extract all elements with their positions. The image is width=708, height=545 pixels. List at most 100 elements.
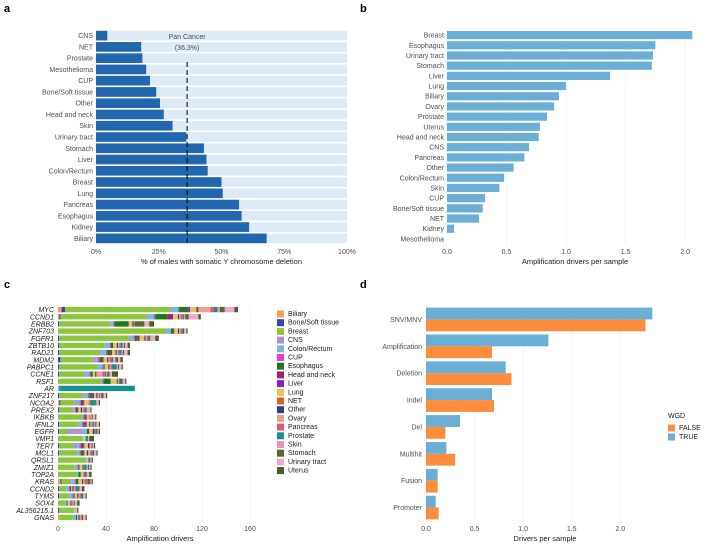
legend-swatch <box>277 449 284 457</box>
segment-ccnd2-colon-rectum <box>66 486 69 492</box>
segment-ccne1-bone-soft-tissue <box>58 371 60 377</box>
segment-kras-esophagus <box>76 478 79 485</box>
segment-rsf1-urinary-tract <box>122 378 126 384</box>
segment-zbtb10-prostate <box>120 342 123 349</box>
bar-urinary-tract <box>447 51 653 60</box>
segment-ccnd2-cup <box>68 486 70 492</box>
segment-ccnd2-bone-soft-tissue <box>58 486 60 492</box>
segment-egfr-colon-rectum <box>82 428 87 435</box>
segment-myc-esophagus <box>179 306 188 313</box>
legend-label: Ovary <box>288 415 307 422</box>
segment-tert-uterus <box>94 443 96 449</box>
category-label: Skin <box>79 123 93 130</box>
segment-ifnl2-other <box>89 421 91 427</box>
segment-zbtb10-urinary-tract <box>125 342 128 349</box>
bar-urinary-tract <box>96 132 187 142</box>
gene-label: CCND1 <box>30 314 54 321</box>
segment-mdm2-lung <box>103 357 108 363</box>
bar-other <box>96 98 161 109</box>
category-label: Esophagus <box>409 43 445 50</box>
segment-ccnd1-bone-soft-tissue <box>59 314 61 320</box>
panel-label-c: c <box>4 279 10 291</box>
segment-sox4-uterus <box>77 500 80 506</box>
segment-ccnd2-stomach <box>78 486 80 492</box>
segment-kras-cns <box>70 478 72 485</box>
legend-swatch <box>277 406 284 414</box>
segment-zbtb10-esophagus <box>110 342 114 349</box>
legend-swatch <box>277 371 284 379</box>
segment-kras-breast <box>61 478 70 485</box>
bar-uterus <box>447 122 540 131</box>
category-label: Bone/Soft tissue <box>42 89 93 96</box>
tick-label: 75% <box>277 249 291 256</box>
segment-mdm2-cup <box>97 357 100 363</box>
gene-label: RAD21 <box>31 350 54 357</box>
segment-prex2-bone-soft-tissue <box>58 407 60 413</box>
segment-ncoa2-esophagus <box>80 400 82 406</box>
segment-ncoa2-prostate <box>90 400 96 406</box>
segment-ccne1-other <box>95 371 97 377</box>
segment-top2a-pancreas <box>83 471 85 478</box>
segment-ikbkb-breast <box>58 414 82 420</box>
category-label: CUP <box>429 196 444 203</box>
legend-label: NET <box>288 398 303 405</box>
segment-zbtb10-bone-soft-tissue <box>58 342 60 349</box>
segment-sox4-prostate <box>71 500 73 506</box>
bar-stomach <box>447 61 652 70</box>
segment-al356215-1-lung <box>74 507 76 513</box>
gene-label: NCOA2 <box>30 400 54 407</box>
category-label: Lung <box>428 84 444 91</box>
segment-egfr-lung <box>89 428 93 435</box>
segment-erbb2-colon-rectum <box>110 321 114 327</box>
gene-label: IFNL2 <box>35 422 54 429</box>
gene-label: QRSL1 <box>31 458 54 465</box>
segment-mdm2-esophagus <box>100 357 103 363</box>
bar-deletion-true <box>426 361 506 374</box>
panel-c-chart: 0 40 80 120 160 MYCCCND1ERBB2ZNF703FGFR1ZBTB1… <box>15 306 339 543</box>
segment-rsf1-prostate <box>116 378 118 384</box>
category-label: SNV/MNV <box>390 317 422 324</box>
segment-sox4-ovary <box>68 500 70 506</box>
segment-mdm2-bone-soft-tissue <box>58 357 61 363</box>
segment-ccnd1-cns <box>146 314 148 320</box>
segment-fgfr1-cup <box>133 335 135 341</box>
segment-ifnl2-bone-soft-tissue <box>58 421 60 427</box>
segment-gnas-pancreas <box>80 514 82 521</box>
segment-tert-head-and-neck <box>82 443 84 449</box>
segment-mdm2-other <box>107 357 109 363</box>
segment-rad21-urinary-tract <box>124 349 128 356</box>
bar-amplification-false <box>426 346 493 359</box>
segment-mcl1-breast <box>59 450 78 456</box>
segment-ccne1-colon-rectum <box>85 371 90 377</box>
bar-breast <box>447 31 693 40</box>
segment-znf217-stomach <box>101 392 104 399</box>
legend-label: Urinary tract <box>288 459 326 466</box>
segment-tert-bone-soft-tissue <box>58 443 60 449</box>
segment-znf217-pancreas <box>98 392 100 399</box>
segment-fgfr1-breast <box>59 335 129 341</box>
segment-tert-skin <box>90 443 92 449</box>
background-bar <box>96 165 347 176</box>
bar-deletion-false <box>426 373 512 386</box>
legend-label: Breast <box>288 328 308 335</box>
segment-rsf1-esophagus <box>103 378 111 384</box>
tick-label: 2.0 <box>615 526 625 533</box>
segment-ccnd1-stomach <box>185 314 189 320</box>
segment-gnas-urinary-tract <box>83 514 86 521</box>
segment-qrsl1-prostate <box>89 457 91 463</box>
segment-prex2-esophagus <box>76 407 78 413</box>
bar-cns <box>447 143 530 152</box>
legend-label: Bone/Soft tissue <box>288 320 339 327</box>
bar-liver <box>447 71 611 80</box>
category-label: Deletion <box>396 371 422 378</box>
segment-tyms-stomach <box>82 493 84 499</box>
legend-swatch <box>277 467 284 475</box>
segment-al356215-1-breast <box>59 507 74 513</box>
category-label: Stomach <box>416 63 444 70</box>
segment-top2a-uterus <box>89 471 92 478</box>
segment-ccne1-breast <box>59 371 85 377</box>
bar-breast <box>96 177 222 187</box>
segment-mcl1-liver <box>83 450 85 456</box>
tick-label: 25% <box>152 249 166 256</box>
gene-label: VMP1 <box>35 436 54 443</box>
